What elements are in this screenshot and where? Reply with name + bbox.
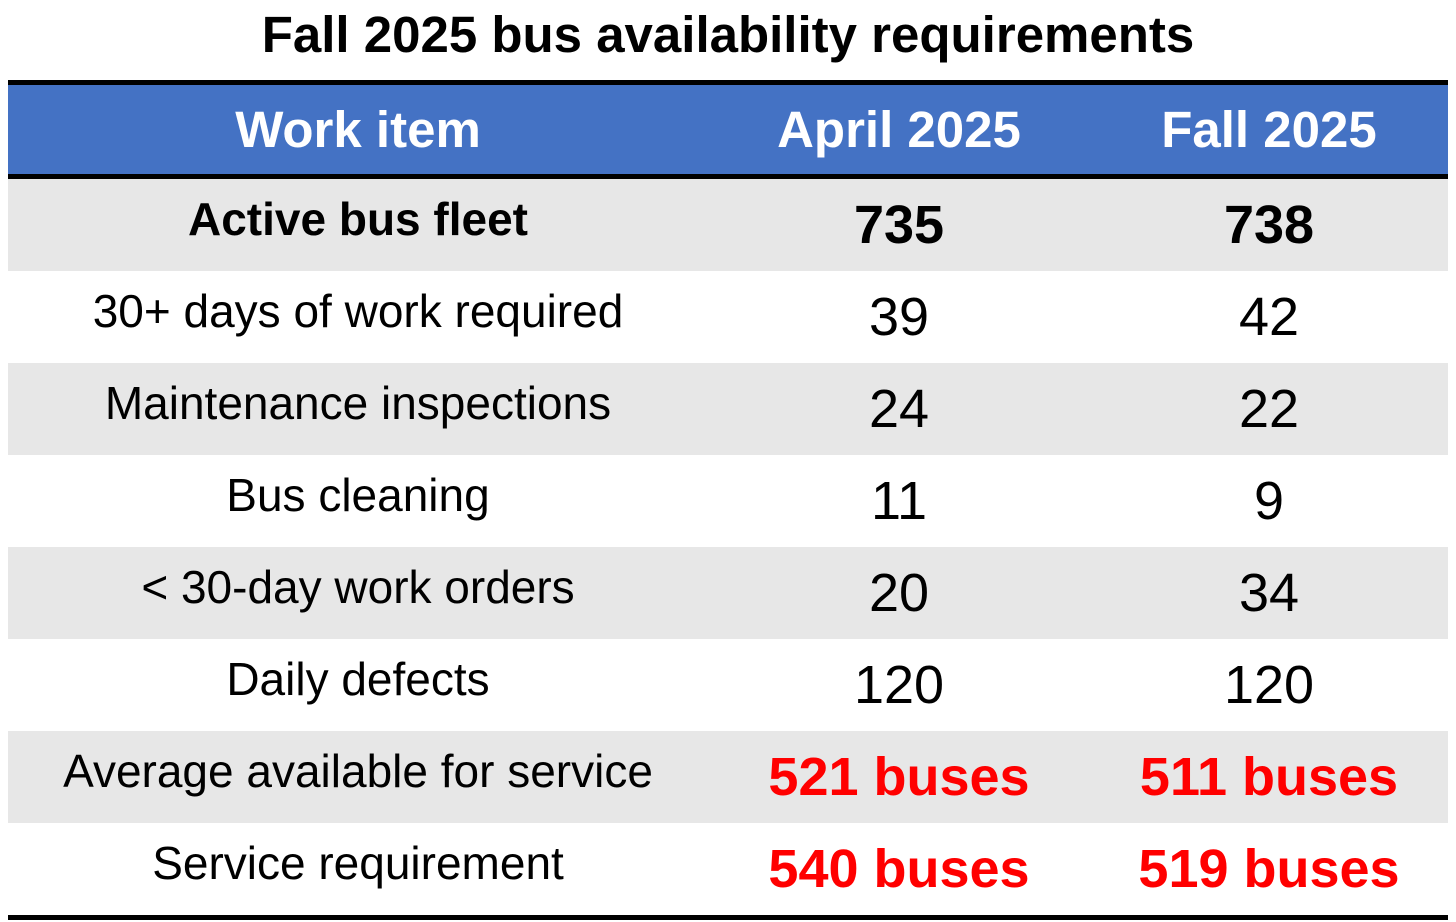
- table-row-maintenance-inspections: Maintenance inspections 24 22: [8, 363, 1448, 455]
- table-row-short-work-orders: < 30-day work orders 20 34: [8, 547, 1448, 639]
- row-fall-value: 120: [1223, 655, 1315, 715]
- row-label: Average available for service: [63, 745, 653, 797]
- row-label: 30+ days of work required: [92, 285, 624, 337]
- header-fall-2025: Fall 2025: [1161, 101, 1377, 158]
- header-bottom-rule: [8, 174, 1448, 179]
- row-fall-value: 22: [1238, 379, 1300, 439]
- row-label: Daily defects: [226, 653, 490, 705]
- row-april-value: 39: [868, 287, 930, 347]
- table-row-active-bus-fleet: Active bus fleet 735 738: [8, 179, 1448, 271]
- table-row-bus-cleaning: Bus cleaning 11 9: [8, 455, 1448, 547]
- table-row-daily-defects: Daily defects 120 120: [8, 639, 1448, 731]
- availability-table: Work item April 2025 Fall 2025 Active bu…: [8, 80, 1448, 920]
- row-label: Service requirement: [152, 837, 564, 889]
- table-top-rule: [8, 80, 1448, 85]
- header-april-2025: April 2025: [777, 101, 1021, 158]
- row-fall-value: 738: [1223, 195, 1315, 255]
- table-bottom-rule: [8, 915, 1448, 920]
- header-work-item: Work item: [235, 101, 481, 158]
- row-april-value: 11: [870, 471, 928, 531]
- row-april-value: 540 buses: [768, 839, 1030, 899]
- row-april-value: 120: [853, 655, 945, 715]
- row-label: < 30-day work orders: [141, 561, 575, 613]
- row-april-value: 24: [868, 379, 930, 439]
- table-header-row: Work item April 2025 Fall 2025: [8, 85, 1448, 174]
- row-label: Maintenance inspections: [104, 377, 612, 429]
- table-row-service-requirement: Service requirement 540 buses 519 buses: [8, 823, 1448, 915]
- row-fall-value: 519 buses: [1138, 839, 1400, 899]
- row-april-value: 521 buses: [768, 747, 1030, 807]
- row-april-value: 20: [868, 563, 930, 623]
- row-fall-value: 511 buses: [1139, 747, 1399, 807]
- row-label: Bus cleaning: [226, 469, 490, 521]
- row-label: Active bus fleet: [188, 193, 528, 245]
- table-row-30-plus-days: 30+ days of work required 39 42: [8, 271, 1448, 363]
- table-row-average-available: Average available for service 521 buses …: [8, 731, 1448, 823]
- row-fall-value: 9: [1253, 471, 1285, 531]
- row-fall-value: 42: [1238, 287, 1300, 347]
- row-april-value: 735: [853, 195, 945, 255]
- page-title: Fall 2025 bus availability requirements: [261, 6, 1195, 63]
- row-fall-value: 34: [1238, 563, 1300, 623]
